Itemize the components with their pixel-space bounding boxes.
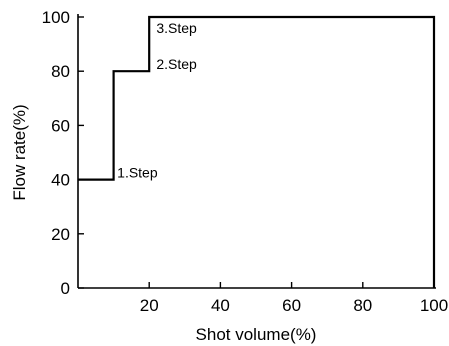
- step-annotation-1: 1.Step: [117, 165, 158, 181]
- y-tick-label: 0: [61, 279, 70, 298]
- y-tick-label: 20: [51, 225, 70, 244]
- x-tick-label: 80: [353, 296, 372, 315]
- axes: [77, 14, 436, 289]
- x-tick-label: 40: [211, 296, 230, 315]
- y-tick-label: 60: [51, 116, 70, 135]
- y-tick-label: 80: [51, 62, 70, 81]
- y-tick-label: 40: [51, 171, 70, 190]
- step-annotation-2: 2.Step: [156, 56, 197, 72]
- step-annotation-3: 3.Step: [156, 20, 197, 36]
- x-tick-label: 100: [420, 296, 448, 315]
- x-tick-label: 60: [282, 296, 301, 315]
- y-tick-label: 100: [42, 8, 70, 27]
- x-ticks: 20 40 60 80 100: [140, 282, 448, 315]
- x-axis-label: Shot volume(%): [196, 325, 317, 344]
- x-tick-label: 20: [140, 296, 159, 315]
- step-annotations: 1.Step 2.Step 3.Step: [117, 20, 197, 181]
- series-line-flow-rate: [78, 15, 436, 288]
- y-axis-label: Flow rate(%): [10, 104, 29, 200]
- y-ticks: 0 20 40 60 80 100: [42, 8, 84, 298]
